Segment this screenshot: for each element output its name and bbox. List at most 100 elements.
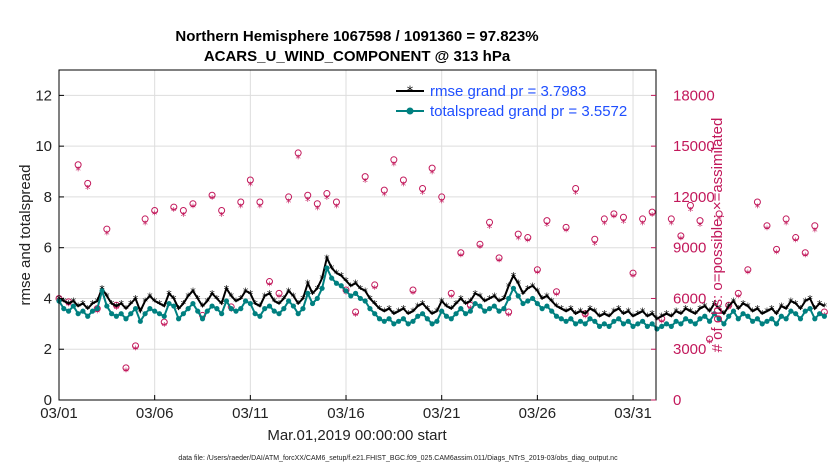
rmse-point: * [788,296,794,309]
rmse-point: * [114,301,120,314]
right-y-tick-label: 15000 [673,138,715,155]
totalspread-point [61,306,67,312]
rmse-point: * [267,288,273,301]
assimilated-obs-marker: * [745,268,751,281]
rmse-point: * [731,296,737,309]
totalspread-point [362,298,368,304]
grid-layer [58,70,656,401]
rmse-point: * [669,311,675,324]
rmse-point: * [812,303,818,316]
rmse-point: * [468,296,474,309]
legend-rmse-label: rmse grand pr = 3.7983 [430,83,586,100]
assimilated-obs-marker: * [449,291,455,304]
totalspread-point [529,295,536,302]
rmse-point: * [171,293,177,306]
assimilated-obs-marker: * [774,247,780,260]
rmse-point: * [559,303,565,316]
assimilated-obs-marker: * [582,312,588,325]
legend-spread-label: totalspread grand pr = 3.5572 [430,103,627,120]
rmse-point: * [425,303,431,316]
rmse-point: * [673,306,679,319]
assimilated-obs-marker: * [95,307,101,320]
totalspread-point [147,306,153,312]
assimilated-obs-marker: * [506,310,512,323]
y-axis-label: rmse and totalspread [17,165,34,306]
possible-obs-marker [696,217,704,225]
totalspread-point [132,306,139,312]
totalspread-point [644,323,650,329]
assimilated-obs-marker: * [716,213,722,226]
rmse-point: * [702,301,708,314]
rmse-point: * [822,301,828,314]
rmse-line [58,254,825,321]
rmse-point: * [750,306,756,319]
possible-obs-marker [160,318,168,326]
assimilated-obs-marker: * [544,220,550,233]
right-y-tick-label: 12000 [673,189,715,206]
legend-rmse-marker: * [407,85,414,100]
possible-obs-marker [285,193,293,201]
rmse-point: * [329,263,335,276]
totalspread-point [687,318,694,324]
rmse-point: * [90,298,96,311]
assimilated-obs-marker: * [171,205,177,218]
x-tick-label: 03/01 [40,405,78,422]
assimilated-obs-marker: * [803,251,809,264]
assimilated-obs-marker: * [248,180,254,193]
possible-obs-marker [610,210,618,218]
possible-obs-marker [151,206,159,214]
x-tick-label: 03/06 [136,405,174,422]
totalspread-point [802,308,808,314]
possible-obs-marker [753,198,761,206]
possible-obs-marker [323,190,331,198]
assimilated-obs-marker: * [104,229,110,242]
totalspread-point [199,316,206,322]
rmse-point: * [334,268,340,281]
totalspread-point [223,298,230,304]
rmse-point: * [697,303,703,316]
possible-obs-marker [619,213,627,221]
assimilated-obs-marker: * [640,219,646,232]
rmse-point: * [712,298,718,311]
assimilated-obs-marker: * [353,310,359,323]
totalspread-point [678,321,684,327]
totalspread-point [477,303,483,309]
rmse-point: * [578,306,584,319]
possible-obs-marker [399,176,407,184]
totalspread-point [214,306,220,312]
possible-obs-marker [380,186,388,194]
possible-obs-marker [352,308,360,316]
x-tick-label: 03/16 [327,405,365,422]
assimilated-obs-marker: * [362,176,368,189]
totalspread-point [262,306,268,312]
rmse-point: * [377,303,383,316]
totalspread-point [596,323,603,329]
rmse-point: * [358,283,364,296]
rmse-point: * [759,308,765,321]
possible-obs-marker [782,215,790,223]
totalspread-point [123,316,129,322]
possible-obs-marker [237,198,245,206]
assimilated-obs-marker: * [678,234,684,247]
possible-obs-marker [84,179,92,187]
totalspread-point [673,318,679,324]
possible-obs-marker [208,191,216,199]
totalspread-point [640,318,646,324]
y-tick-label: 4 [44,290,52,307]
rmse-point: * [338,270,344,283]
totalspread-point [238,306,244,312]
rmse-point: * [726,301,732,314]
rmse-point: * [549,296,555,309]
rmse-point: * [544,290,550,303]
assimilated-obs-marker: * [707,337,713,350]
possible-obs-marker [629,269,637,277]
totalspread-point [463,311,469,317]
totalspread-point [812,316,818,322]
totalspread-point [577,318,584,324]
assimilated-obs-marker: * [75,164,81,177]
possible-obs-marker [524,234,532,242]
possible-obs-marker [103,225,111,233]
possible-obs-marker [189,200,197,208]
assimilated-obs-marker: * [458,251,464,264]
rmse-point: * [224,283,230,296]
